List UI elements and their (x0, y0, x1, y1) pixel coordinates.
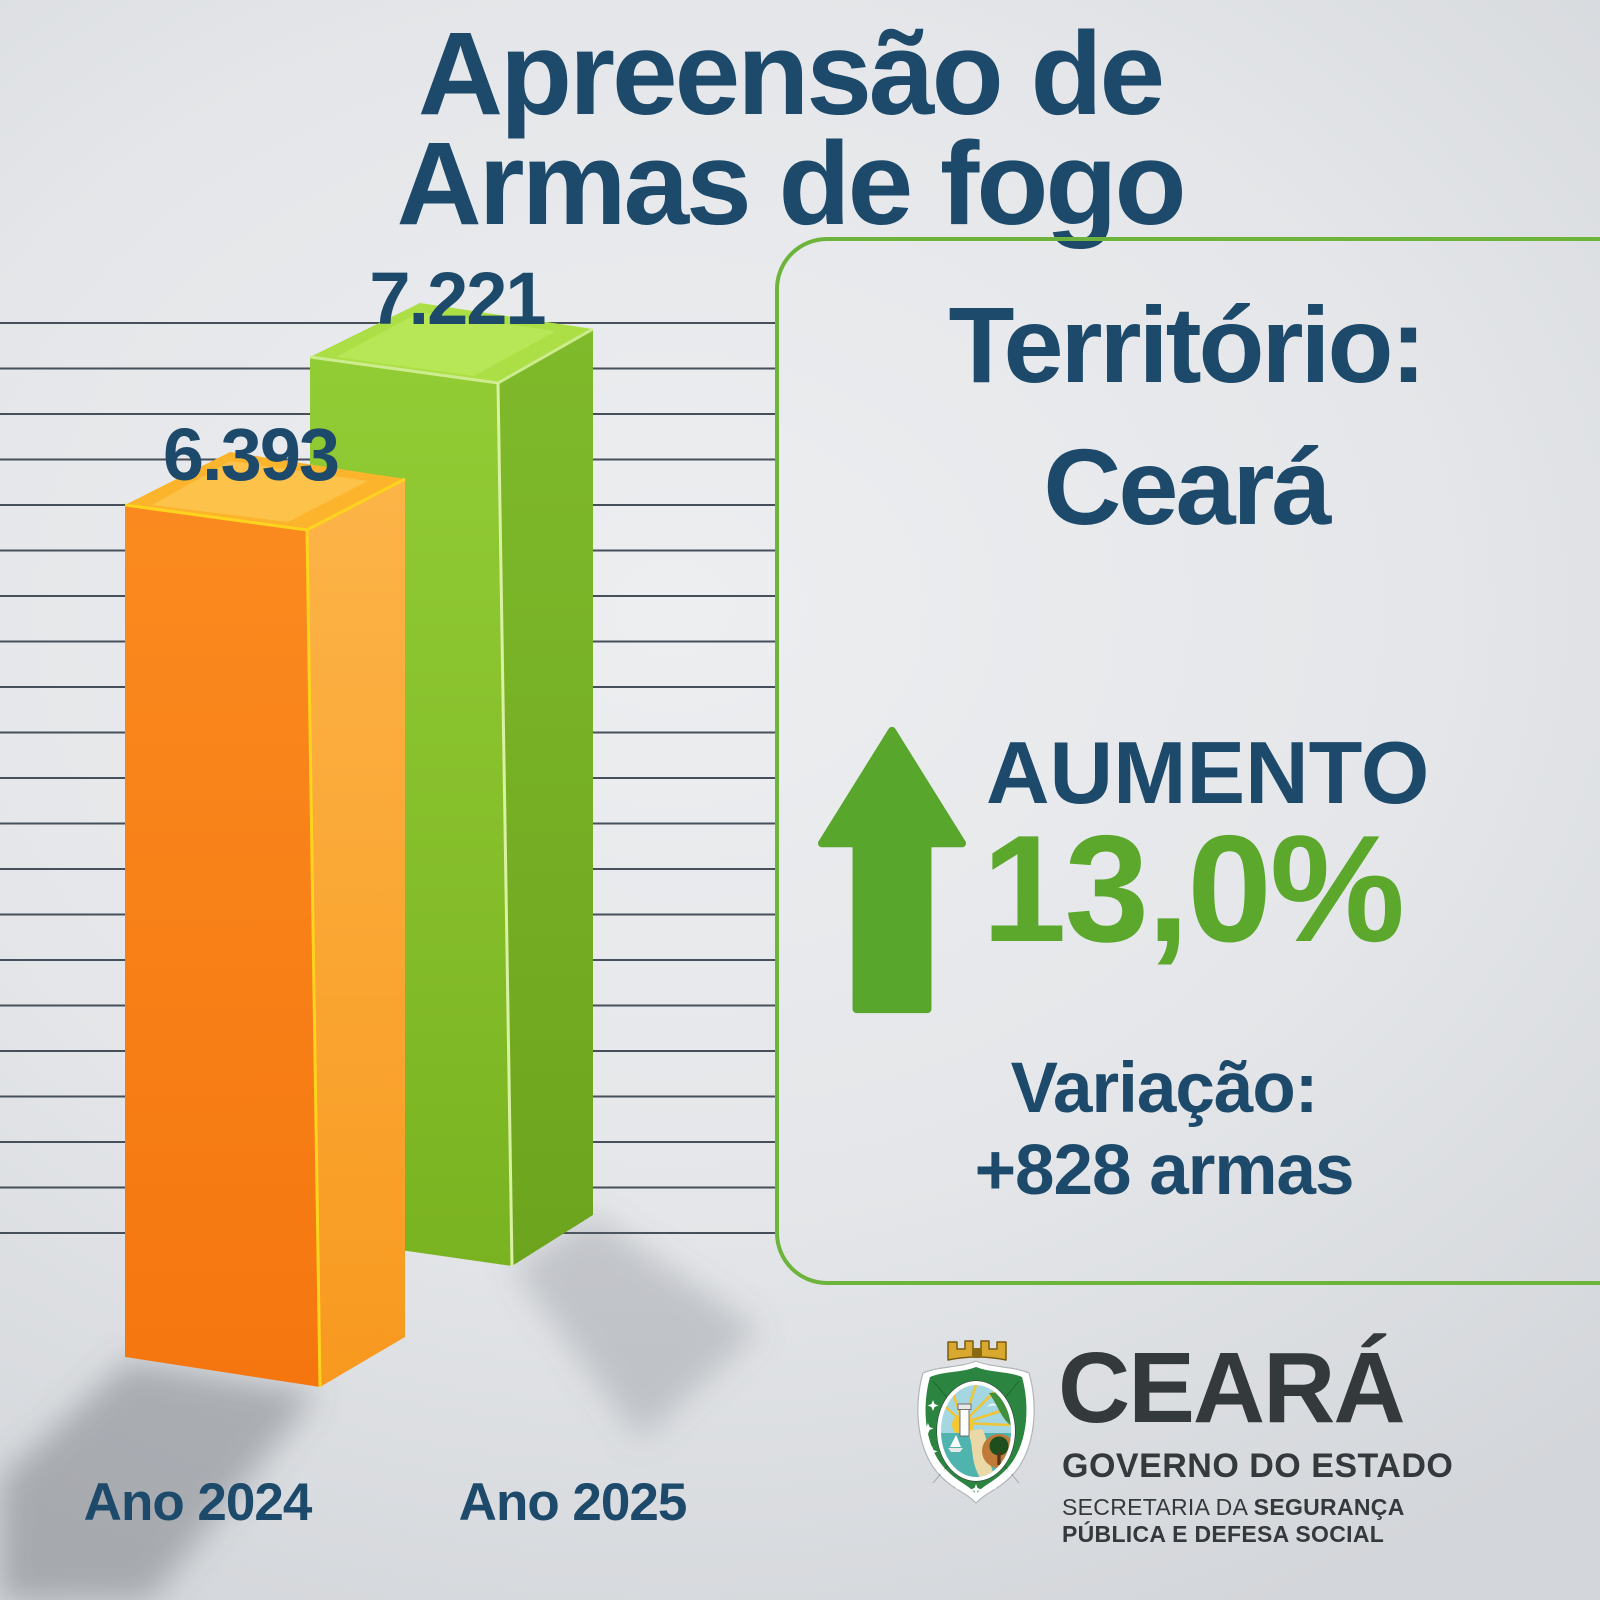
territory-panel (775, 237, 1600, 1285)
territory-value: Ceará (1043, 426, 1331, 547)
logo-secretariat-bold: SEGURANÇA (1253, 1494, 1405, 1520)
variation-value: +828 armas (974, 1131, 1355, 1210)
logo-secretariat-regular: SECRETARIA DA (1062, 1494, 1254, 1520)
territory-label: Território: (948, 284, 1427, 405)
page-title-line2: Armas de fogo (396, 118, 1186, 250)
arrow-up-icon (818, 726, 966, 1014)
increase-label: AUMENTO (986, 723, 1430, 822)
logo-state-name: CEARÁ (1058, 1332, 1406, 1444)
shield-stars (922, 1400, 1016, 1495)
axis-label-2025: Ano 2025 (458, 1473, 688, 1532)
ceara-coat-of-arms (917, 1340, 1035, 1504)
variation-label: Variação: (1010, 1049, 1319, 1128)
bar-2025 (309, 303, 594, 1267)
bar-value-2024: 6.393 (162, 413, 340, 496)
logo-secretariat-line1: SECRETARIA DA SEGURANÇA (1062, 1494, 1405, 1521)
mural-crown-icon (947, 1340, 1007, 1361)
logo-government-line: GOVERNO DO ESTADO (1062, 1447, 1454, 1485)
page-title-line1: Apreensão de (417, 8, 1165, 140)
bar-value-2025: 7.221 (369, 257, 546, 340)
bar-shadows (0, 1215, 760, 1600)
axis-label-2024: Ano 2024 (83, 1473, 313, 1532)
bar-2024 (124, 452, 406, 1388)
logo-secretariat-line2: PÚBLICA E DEFESA SOCIAL (1062, 1521, 1385, 1547)
increase-value: 13,0% (982, 804, 1405, 974)
